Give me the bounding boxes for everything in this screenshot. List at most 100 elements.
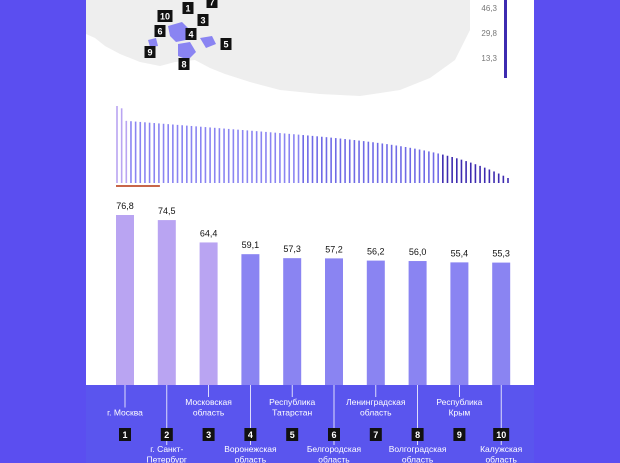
map-land: [86, 0, 470, 96]
category-label-line: Воронежская: [224, 444, 277, 454]
category-label-line: Республика: [269, 397, 315, 407]
value-label-7: 56,2: [367, 247, 385, 257]
category-label-line: область: [235, 455, 267, 463]
map-marker-label: 7: [209, 0, 214, 8]
bar-4: [241, 254, 260, 385]
category-label-line: Ленинградская: [346, 397, 406, 407]
map-marker-label: 3: [200, 16, 205, 26]
map-marker-box: [144, 46, 156, 58]
map-marker-6: 6: [154, 25, 166, 37]
map-markers: 134 5 6 7 8 9 10: [144, 0, 232, 70]
category-label-line: Белгородская: [307, 444, 362, 454]
map-marker-7: 7: [206, 0, 218, 8]
map-marker-label: 4: [188, 30, 193, 40]
category-label-line: Калужская: [480, 444, 523, 454]
bar-3: [199, 242, 218, 385]
map-marker-box: [206, 0, 218, 8]
category-label-8: Волгоградская область: [389, 444, 447, 463]
rank-box: [286, 428, 299, 441]
category-label-line: область: [402, 455, 434, 463]
map-marker-box: [154, 25, 166, 37]
category-label-line: Республика: [436, 397, 482, 407]
rank-box: [369, 428, 382, 441]
category-label-line: Крым: [449, 408, 471, 418]
rank-number: 3: [206, 430, 211, 440]
category-label-line: г. Москва: [107, 408, 143, 418]
rank-badge-8: 8: [411, 428, 424, 441]
rank-number: 6: [331, 430, 336, 440]
bar-7: [366, 260, 385, 385]
category-label-line: Татарстан: [272, 408, 312, 418]
bar-6: [325, 258, 343, 385]
bar-5: [283, 258, 302, 385]
map-marker-5: 5: [220, 38, 232, 50]
rank-box: [119, 428, 131, 441]
category-labels: г. Москва г. Санкт-Петербург Московская обл…: [107, 397, 523, 463]
labels-band: [86, 385, 534, 463]
rank-number: 4: [248, 430, 253, 440]
category-label-6: Белгородская область: [307, 444, 362, 463]
rank-number: 8: [415, 430, 420, 440]
bar-1: [116, 215, 134, 385]
map-marker-box: [220, 38, 232, 50]
map-marker-box: [178, 58, 190, 70]
category-label-line: Петербург: [147, 455, 187, 463]
map-marker-9: 9: [144, 46, 156, 58]
bar-10: [492, 262, 511, 385]
bar-9: [450, 262, 469, 385]
value-label-1: 76,8: [116, 201, 134, 211]
bar-8: [408, 261, 427, 385]
bar-2: [157, 220, 176, 385]
map-marker-box: [197, 14, 209, 26]
map-marker-label: 9: [147, 48, 152, 58]
legend-tick-0: 46,3: [481, 4, 497, 13]
map-marker-10: 10: [157, 10, 173, 22]
value-label-3: 64,4: [200, 228, 218, 238]
rank-number: 10: [496, 430, 506, 440]
legend-tick-2: 13,3: [481, 54, 497, 63]
map-marker-box: [182, 2, 194, 14]
category-label-line: область: [360, 408, 392, 418]
map-marker-label: 6: [157, 27, 162, 37]
map-region-krym: [148, 38, 158, 47]
map-region-moscow-area: [168, 22, 190, 42]
rank-badge-5: 5: [286, 428, 299, 441]
map-region-voronezh: [178, 42, 196, 60]
map-marker-label: 10: [160, 12, 170, 22]
map-region-tatarstan: [200, 36, 216, 48]
category-label-line: Волгоградская: [389, 444, 447, 454]
map-marker-box: [157, 10, 173, 22]
rank-box: [493, 428, 510, 441]
rank-number: 7: [373, 430, 378, 440]
value-label-4: 59,1: [242, 240, 260, 250]
rank-badge-9: 9: [453, 428, 466, 441]
leader-lines: [124, 385, 502, 445]
value-label-8: 56,0: [409, 247, 427, 257]
category-label-9: Республика Крым: [436, 397, 482, 418]
map-marker-1: 1: [182, 2, 194, 14]
category-label-line: область: [193, 408, 225, 418]
map-marker-3: 3: [197, 14, 209, 26]
category-label-3: Московская область: [185, 397, 232, 418]
rank-number: 1: [122, 430, 127, 440]
map-marker-label: 5: [223, 40, 228, 50]
category-label-line: г. Санкт-: [150, 444, 183, 454]
legend-tick-1: 29,8: [481, 29, 497, 38]
all-regions-mini-chart: [116, 106, 509, 187]
rank-badges: 1 2 3 4 5 6 7 8 9 10: [119, 428, 510, 441]
rank-badge-4: 4: [244, 428, 257, 441]
map-marker-4: 4: [185, 28, 197, 40]
rank-box: [244, 428, 257, 441]
category-label-4: Воронежская область: [224, 444, 277, 463]
map-marker-8: 8: [178, 58, 190, 70]
map-marker-box: [185, 28, 197, 40]
category-label-1: г. Москва: [107, 408, 143, 418]
rank-box: [160, 428, 173, 441]
rank-box: [202, 428, 215, 441]
value-label-5: 57,3: [283, 244, 301, 254]
rank-badge-7: 7: [369, 428, 382, 441]
legend-scale: 46,3 29,8 13,3: [481, 0, 507, 78]
map-marker-label: 8: [181, 60, 186, 70]
legend-bar: [504, 0, 507, 78]
